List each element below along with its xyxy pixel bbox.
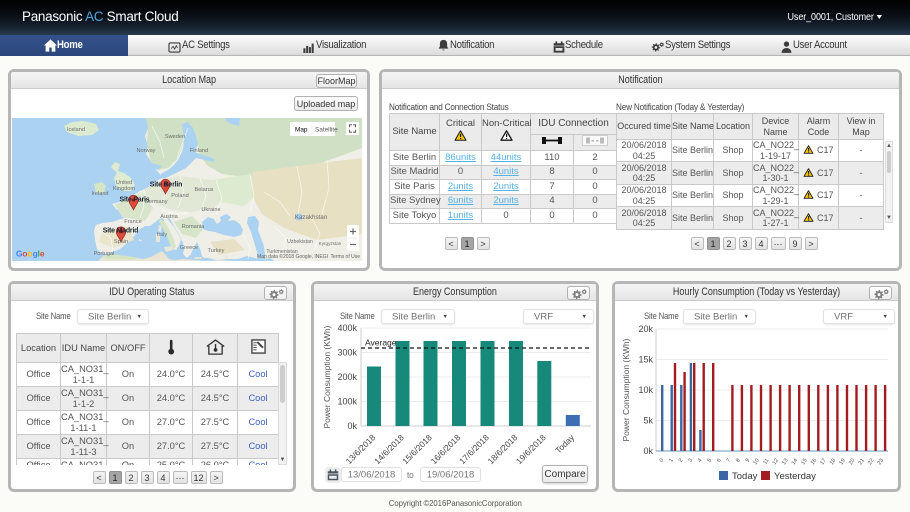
svg-text:Ukraine: Ukraine: [201, 207, 220, 213]
svg-text:Map data ©2018 Google, INEGI: Map data ©2018 Google, INEGI: [257, 253, 328, 260]
svg-text:0: 0: [659, 458, 666, 464]
svg-text:13/6/2018: 13/6/2018: [344, 432, 378, 466]
svg-text:Iceland: Iceland: [67, 127, 85, 133]
svg-text:Site Paris: Site Paris: [120, 197, 150, 204]
svg-text:6: 6: [716, 458, 723, 464]
svg-text:Site Madrid: Site Madrid: [103, 228, 139, 235]
svg-text:8: 8: [735, 458, 742, 464]
svg-text:Yesterday: Yesterday: [774, 471, 816, 482]
svg-text:Germany: Germany: [144, 199, 167, 205]
svg-text:l: l: [38, 249, 40, 259]
svg-text:Kazakhstan: Kazakhstan: [295, 214, 328, 221]
svg-text:10: 10: [753, 458, 761, 466]
svg-text:300k: 300k: [337, 348, 357, 358]
svg-text:20k: 20k: [638, 324, 653, 334]
svg-text:19: 19: [839, 458, 847, 466]
svg-text:Finland: Finland: [190, 148, 208, 154]
svg-text:Kingdom: Kingdom: [113, 186, 135, 192]
svg-text:Turkmenistan: Turkmenistan: [266, 249, 297, 255]
svg-text:Kyrgyzstan: Kyrgyzstan: [319, 241, 342, 246]
svg-text:15: 15: [800, 458, 808, 466]
svg-text:Romania: Romania: [182, 224, 205, 230]
svg-text:e: e: [40, 249, 45, 259]
svg-text:o: o: [22, 249, 27, 259]
svg-text:15k: 15k: [638, 355, 653, 365]
svg-text:g: g: [33, 249, 38, 259]
svg-text:16/6/2018: 16/6/2018: [429, 432, 463, 466]
svg-text:14: 14: [791, 458, 799, 466]
svg-text:19/6/2018: 19/6/2018: [514, 432, 548, 466]
svg-text:G: G: [16, 249, 23, 259]
svg-text:France: France: [124, 219, 141, 225]
svg-text:5k: 5k: [643, 416, 653, 426]
svg-text:1: 1: [668, 458, 675, 464]
svg-text:Norway: Norway: [137, 148, 156, 154]
svg-text:Ireland: Ireland: [91, 191, 108, 197]
svg-text:22: 22: [867, 458, 875, 466]
svg-text:Austria: Austria: [160, 214, 178, 220]
svg-text:Map: Map: [295, 127, 308, 134]
svg-text:Power Consumption (KWh): Power Consumption (KWh): [621, 338, 631, 441]
svg-text:7: 7: [726, 458, 733, 464]
svg-text:United: United: [116, 180, 132, 186]
svg-text:10k: 10k: [638, 385, 653, 395]
svg-text:23: 23: [877, 458, 885, 466]
svg-text:Greece: Greece: [180, 245, 198, 251]
svg-text:16: 16: [810, 458, 818, 466]
svg-text:13: 13: [781, 458, 789, 466]
svg-text:100k: 100k: [337, 397, 357, 407]
svg-text:4: 4: [697, 458, 704, 464]
svg-text:18: 18: [829, 458, 837, 466]
svg-text:0k: 0k: [347, 421, 357, 431]
svg-text:Satellite: Satellite: [315, 127, 338, 134]
svg-text:Terms of Use: Terms of Use: [331, 254, 361, 260]
svg-text:5: 5: [707, 458, 714, 464]
svg-text:2: 2: [678, 458, 685, 464]
svg-text:17/6/2018: 17/6/2018: [457, 432, 491, 466]
svg-text:17: 17: [819, 458, 827, 466]
svg-text:Average: Average: [365, 338, 397, 348]
svg-text:Power Consumption (KWh): Power Consumption (KWh): [322, 325, 332, 428]
svg-text:400k: 400k: [337, 324, 357, 333]
svg-text:21: 21: [858, 458, 866, 466]
svg-text:12: 12: [772, 458, 780, 466]
svg-text:Belarus: Belarus: [195, 187, 214, 193]
svg-text:9: 9: [745, 458, 752, 464]
svg-text:Italy: Italy: [157, 232, 167, 238]
svg-text:Turkey: Turkey: [208, 248, 225, 254]
svg-text:o: o: [28, 249, 33, 259]
svg-text:3: 3: [687, 458, 694, 464]
svg-text:20: 20: [848, 458, 856, 466]
svg-text:11: 11: [762, 458, 770, 466]
svg-text:Portugal: Portugal: [94, 251, 115, 257]
svg-text:Today: Today: [553, 432, 577, 456]
svg-text:Uzbekistan: Uzbekistan: [287, 239, 313, 245]
svg-text:Sweden: Sweden: [165, 134, 185, 140]
svg-text:Today: Today: [732, 471, 758, 482]
svg-text:Site Berlin: Site Berlin: [150, 182, 182, 189]
svg-text:15/6/2018: 15/6/2018: [400, 432, 434, 466]
svg-text:0k: 0k: [643, 446, 653, 456]
svg-text:200k: 200k: [337, 372, 357, 382]
svg-text:Poland: Poland: [171, 193, 188, 199]
